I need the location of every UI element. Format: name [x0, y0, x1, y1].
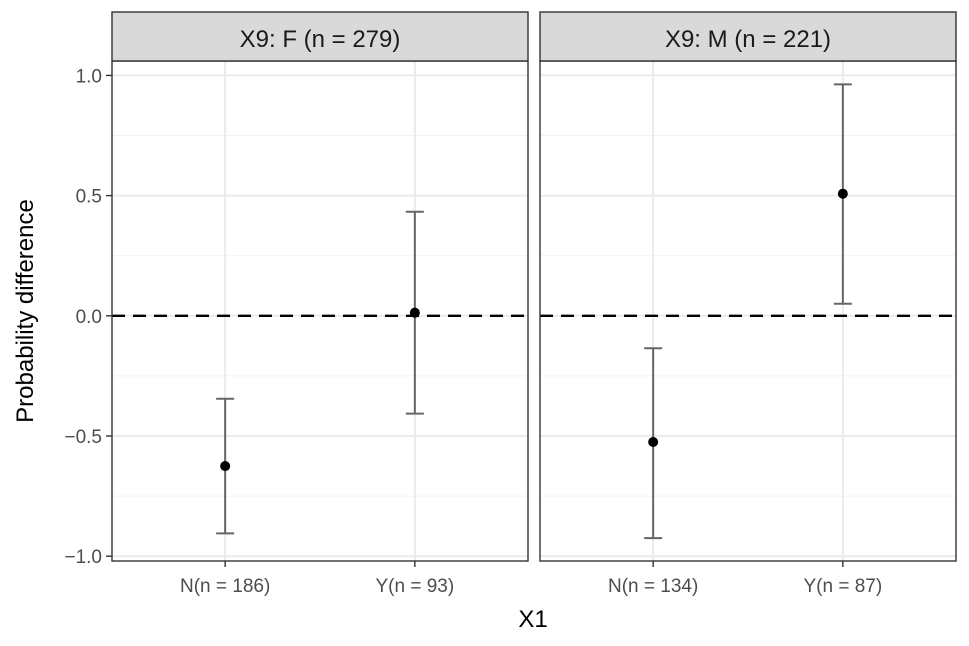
facet-strip [539, 11, 957, 62]
y-axis: −1.0 −0.5 0.0 0.5 1.0 [64, 66, 112, 568]
y-tick-label: 0.0 [76, 307, 102, 328]
panel-2: X9: M (n = 221) N(n = 134) Y(n = 87) [539, 11, 957, 597]
panel-background [540, 61, 956, 561]
y-axis-title: Probability difference [12, 199, 39, 423]
facet-strip [111, 11, 529, 62]
panel-1: X9: F (n = 279) N(n = 186) Y(n = 93) [111, 11, 529, 597]
estimate-point [220, 461, 231, 472]
x-tick-label: N(n = 134) [608, 576, 698, 597]
x-tick-label: Y(n = 87) [804, 576, 883, 597]
x-tick-label: Y(n = 93) [376, 576, 455, 597]
estimate-point [837, 188, 848, 199]
facet-strip-label: X9: F (n = 279) [240, 26, 401, 53]
y-tick-label: −0.5 [64, 427, 102, 448]
y-tick-label: 1.0 [76, 66, 102, 87]
x-axis-title: X1 [518, 606, 547, 633]
estimate-point [648, 437, 659, 448]
y-tick-label: −1.0 [64, 547, 102, 568]
panels: X9: F (n = 279) N(n = 186) Y(n = 93) X9: M … [111, 11, 957, 597]
estimate-point [409, 307, 420, 318]
x-tick-label: N(n = 186) [180, 576, 270, 597]
panel-background [112, 61, 528, 561]
y-tick-label: 0.5 [76, 187, 102, 208]
facet-strip-label: X9: M (n = 221) [665, 26, 831, 53]
